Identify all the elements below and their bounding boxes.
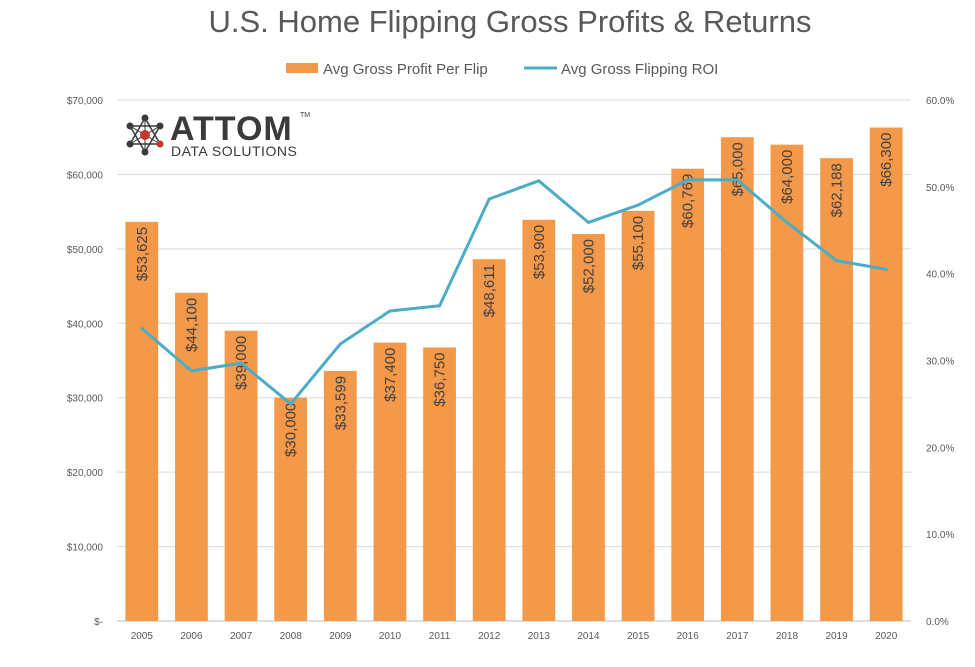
x-axis: 2005 2006 2007 2008 2009 2010 2011 2012 2013 2014…	[131, 631, 898, 642]
y-tick-label: $50,000	[67, 245, 104, 256]
y2-tick-label: 40.0%	[926, 270, 954, 281]
bar-data-label: $37,400	[382, 348, 399, 402]
bar	[621, 210, 655, 622]
roi-point	[785, 220, 789, 224]
y-tick-label: $60,000	[67, 170, 104, 181]
roi-point	[189, 369, 193, 373]
x-tick-label: 2011	[429, 631, 451, 642]
roi-point	[884, 267, 888, 271]
roi-point	[239, 361, 243, 365]
bar	[274, 397, 308, 621]
x-tick-label: 2010	[379, 631, 402, 642]
bar	[572, 233, 605, 621]
legend-label-line: Avg Gross Flipping ROI	[561, 61, 718, 78]
y2-tick-label: 10.0%	[926, 530, 954, 541]
bar	[671, 168, 705, 621]
roi-point	[636, 203, 640, 207]
y-tick-label: $40,000	[67, 319, 104, 330]
roi-point	[735, 178, 739, 182]
y2-tick-label: 0.0%	[926, 617, 949, 628]
bar-data-label: $30,000	[283, 403, 300, 457]
roi-point	[388, 309, 392, 313]
bar-data-label: $53,625	[134, 227, 151, 281]
roi-series-line	[140, 178, 887, 406]
bar-data-label: $53,900	[531, 225, 548, 279]
x-tick-label: 2007	[230, 631, 253, 642]
bar	[522, 219, 556, 621]
bar-data-label: $36,750	[432, 352, 449, 406]
x-tick-label: 2009	[329, 631, 352, 642]
roi-point	[289, 402, 293, 406]
bar	[175, 292, 208, 621]
roi-point	[140, 326, 144, 330]
y-axis-left: $- $10,000 $20,000 $30,000 $40,000 $50,000 $60…	[67, 96, 104, 628]
bar	[224, 330, 258, 621]
bar-data-label: $55,100	[630, 216, 647, 270]
x-tick-label: 2015	[627, 631, 650, 642]
roi-point	[487, 197, 491, 201]
y2-tick-label: 60.0%	[926, 96, 954, 107]
x-tick-label: 2016	[677, 631, 700, 642]
roi-point	[835, 259, 839, 263]
y2-tick-label: 50.0%	[926, 183, 954, 194]
x-tick-label: 2019	[825, 631, 848, 642]
bar	[472, 259, 506, 621]
y2-tick-label: 20.0%	[926, 443, 954, 454]
bar-data-label: $33,599	[332, 376, 349, 430]
roi-point	[686, 178, 690, 182]
bar-data-label: $44,100	[183, 298, 200, 352]
chart-title: U.S. Home Flipping Gross Profits & Retur…	[209, 4, 812, 39]
bar-data-label: $64,000	[779, 150, 796, 204]
y-tick-label: $20,000	[67, 468, 104, 479]
y-tick-label: $30,000	[67, 394, 104, 405]
x-tick-label: 2013	[528, 631, 551, 642]
roi-point	[586, 220, 590, 224]
x-tick-label: 2008	[280, 631, 303, 642]
y-tick-label: $10,000	[67, 543, 104, 554]
bar	[770, 144, 804, 621]
roi-point	[438, 304, 442, 308]
y-axis-right: 0.0% 10.0% 20.0% 30.0% 40.0% 50.0% 60.0%	[926, 96, 954, 628]
legend-label-bar: Avg Gross Profit Per Flip	[323, 61, 488, 78]
y-tick-label: $-	[94, 617, 103, 628]
y2-tick-label: 30.0%	[926, 357, 954, 368]
bar	[373, 342, 407, 621]
logo-subtitle: DATA SOLUTIONS	[171, 143, 297, 159]
bar-data-label: $52,000	[580, 239, 597, 293]
x-tick-label: 2006	[180, 631, 203, 642]
bar-data-label: $62,188	[829, 163, 846, 217]
x-tick-label: 2012	[478, 631, 501, 642]
y-tick-label: $70,000	[67, 96, 104, 107]
bars	[125, 127, 903, 622]
attom-logo: ATTOM TM DATA SOLUTIONS	[126, 110, 310, 159]
bar-data-label: $66,300	[878, 133, 895, 187]
bar-data-label: $60,769	[680, 174, 697, 228]
x-tick-label: 2014	[577, 631, 600, 642]
bar	[720, 137, 754, 621]
roi-point	[338, 342, 342, 346]
bar	[423, 347, 456, 621]
x-tick-label: 2020	[875, 631, 898, 642]
logo-tm: TM	[300, 112, 310, 119]
x-tick-label: 2017	[726, 631, 749, 642]
roi-line	[140, 178, 888, 406]
bar-data-label: $65,000	[729, 142, 746, 196]
legend: Avg Gross Profit Per Flip Avg Gross Flip…	[286, 61, 718, 78]
bar-data-label: $48,611	[481, 264, 498, 317]
bar-data-labels: $53,625$44,100$39,000$30,000 $33,599$37,4…	[134, 133, 895, 457]
x-tick-label: 2005	[131, 631, 154, 642]
roi-point	[537, 179, 541, 183]
bar	[820, 158, 853, 621]
bar	[125, 221, 159, 622]
molecule-network-icon	[126, 114, 164, 156]
logo-name: ATTOM	[170, 110, 293, 148]
bar	[869, 127, 903, 621]
bar	[323, 370, 357, 621]
x-tick-label: 2018	[776, 631, 799, 642]
legend-swatch-bar	[286, 63, 318, 73]
